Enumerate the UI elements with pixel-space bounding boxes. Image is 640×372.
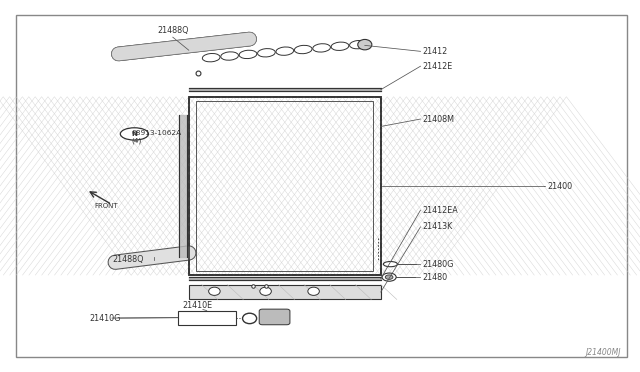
Ellipse shape <box>331 42 349 51</box>
Ellipse shape <box>308 287 319 295</box>
FancyBboxPatch shape <box>259 309 290 325</box>
Ellipse shape <box>276 47 294 55</box>
Ellipse shape <box>294 45 312 54</box>
Text: 21412EA: 21412EA <box>422 206 458 215</box>
Text: 21480: 21480 <box>422 273 447 282</box>
Text: 21410E: 21410E <box>182 301 212 310</box>
Ellipse shape <box>257 49 275 57</box>
Ellipse shape <box>239 50 257 58</box>
Text: 21412: 21412 <box>422 47 447 56</box>
Ellipse shape <box>383 262 397 267</box>
Bar <box>178 311 236 325</box>
Ellipse shape <box>221 52 239 60</box>
Ellipse shape <box>202 54 220 62</box>
Text: 21408M: 21408M <box>422 115 454 124</box>
Ellipse shape <box>349 41 367 49</box>
Ellipse shape <box>209 287 220 295</box>
Text: N: N <box>131 131 138 137</box>
Bar <box>196 101 373 271</box>
Text: 21480G: 21480G <box>422 260 454 269</box>
Text: 21410G: 21410G <box>90 314 121 323</box>
Ellipse shape <box>358 39 372 50</box>
Text: 21488Q: 21488Q <box>112 255 144 264</box>
Bar <box>189 97 381 275</box>
Bar <box>189 285 381 299</box>
Text: J21400MJ: J21400MJ <box>586 348 621 357</box>
Text: 21400: 21400 <box>547 182 572 190</box>
Text: 08913-1062A
(4): 08913-1062A (4) <box>132 130 182 144</box>
Ellipse shape <box>385 275 393 279</box>
Ellipse shape <box>120 128 148 140</box>
Text: 21488Q: 21488Q <box>157 26 189 35</box>
Text: 21413K: 21413K <box>422 222 452 231</box>
Bar <box>189 97 381 275</box>
Ellipse shape <box>382 273 396 281</box>
Ellipse shape <box>260 287 271 295</box>
Text: FRONT: FRONT <box>94 203 118 209</box>
Text: 21412E: 21412E <box>422 62 452 71</box>
Ellipse shape <box>313 44 330 52</box>
